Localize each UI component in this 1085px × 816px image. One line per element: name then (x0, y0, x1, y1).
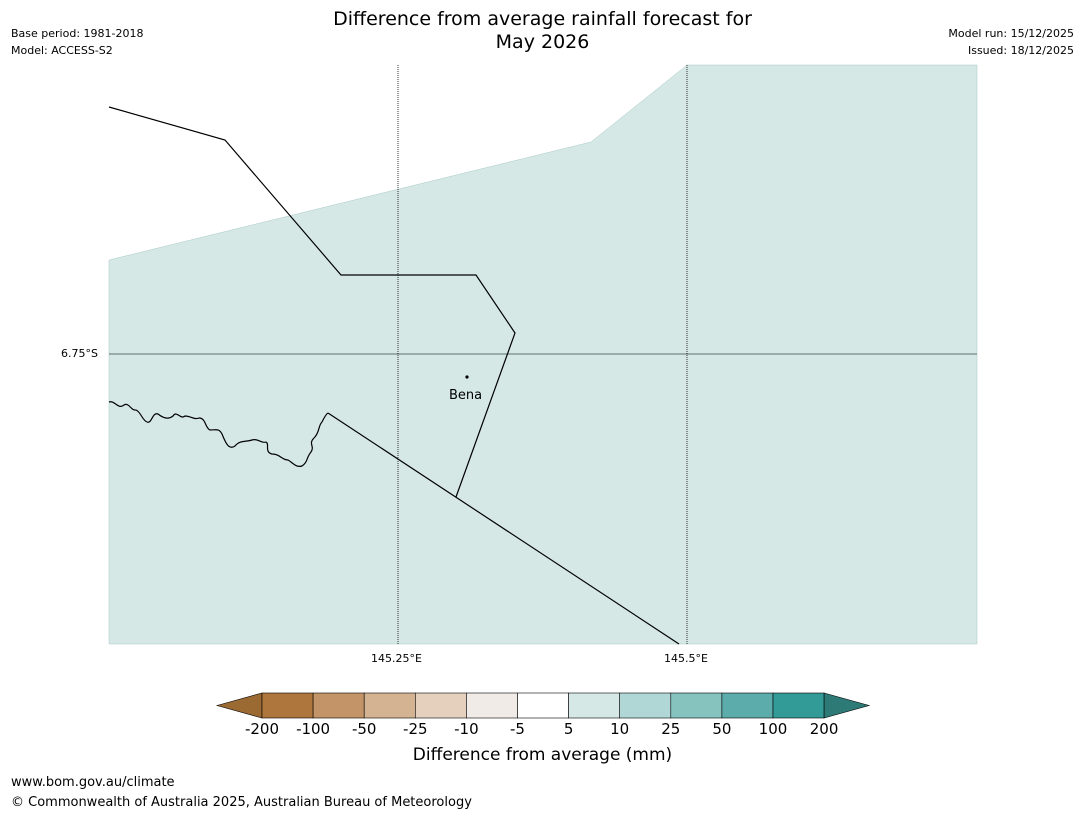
bena-location-dot (465, 375, 469, 379)
colorbar-segment (517, 692, 569, 719)
river-boundary (108, 401, 329, 467)
colorbar-segment (363, 692, 416, 719)
colorbar-tick-label: -10 (454, 720, 479, 738)
colorbar-extend-low (215, 692, 263, 719)
colorbar-segment (261, 692, 314, 719)
province-boundary-south (327, 412, 680, 645)
colorbar-tick-label: 25 (661, 720, 681, 738)
colorbar-tick-label: 100 (758, 720, 788, 738)
model-run-text: Model run: 15/12/2025 (948, 27, 1074, 40)
colorbar-extend-high (823, 692, 871, 719)
latitude-label: 6.75°S (61, 347, 98, 360)
colorbar-tick-label: 10 (610, 720, 630, 738)
model-text: Model: ACCESS-S2 (11, 44, 113, 57)
colorbar-tick-label: 200 (809, 720, 839, 738)
colorbar-tick-label: -25 (403, 720, 428, 738)
colorbar-segment (619, 692, 672, 719)
colorbar-tick-label: -5 (510, 720, 525, 738)
colorbar-tick-label: -100 (296, 720, 331, 738)
map-title: Difference from average rainfall forecas… (0, 8, 1085, 54)
footer-copyright: © Commonwealth of Australia 2025, Austra… (11, 795, 472, 810)
colorbar-tick-label: -50 (351, 720, 377, 738)
colorbar-segment (312, 692, 365, 719)
base-period-text: Base period: 1981-2018 (11, 27, 144, 40)
colorbar-tick-label: 5 (563, 720, 574, 738)
longitude-label-145-25: 145.25°E (371, 652, 422, 665)
colorbar-segment (772, 692, 825, 719)
issued-text: Issued: 18/12/2025 (967, 44, 1074, 57)
colorbar-tick-label: -200 (244, 720, 280, 738)
colorbar-segment (568, 692, 620, 719)
colorbar-segment (414, 692, 467, 719)
longitude-label-145-5: 145.5°E (664, 652, 708, 665)
title-line-2: May 2026 (495, 31, 590, 53)
colorbar-segment (670, 692, 723, 719)
colorbar-segment (466, 692, 518, 719)
footer-url[interactable]: www.bom.gov.au/climate (11, 775, 175, 790)
colorbar-label: Difference from average (mm) (412, 745, 673, 765)
place-label-bena: Bena (449, 388, 483, 403)
colorbar-segment (721, 692, 774, 719)
province-boundary-north (108, 106, 516, 498)
colorbar-tick-label: 50 (712, 720, 732, 738)
title-line-1: Difference from average rainfall forecas… (333, 8, 752, 30)
